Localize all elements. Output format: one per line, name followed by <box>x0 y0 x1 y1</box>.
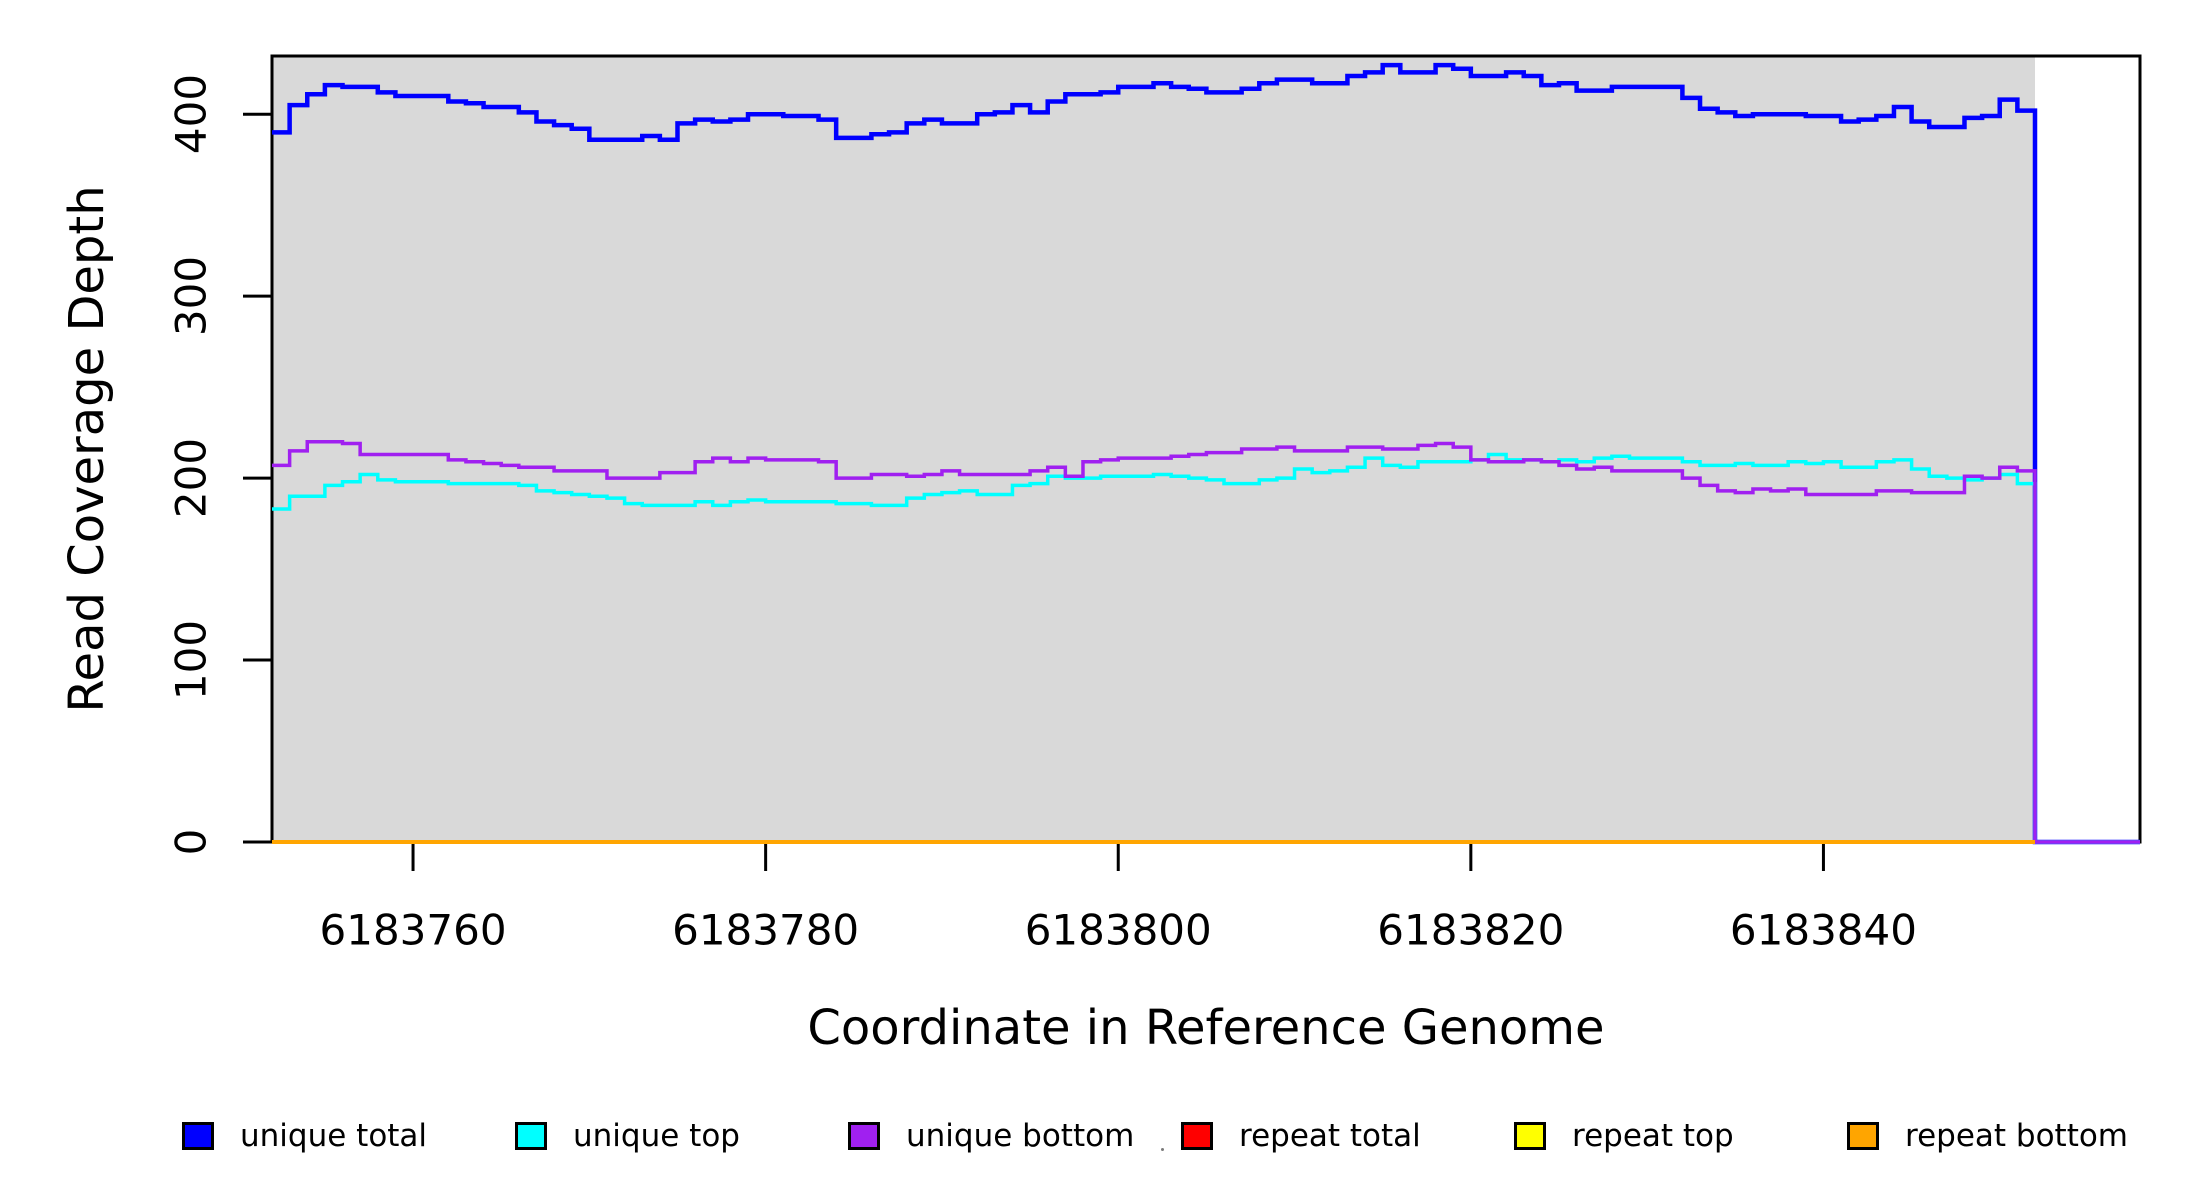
legend-swatch-unique-total <box>182 1122 214 1150</box>
x-tick-label: 6183840 <box>1729 905 1917 955</box>
x-tick-label: 6183780 <box>672 905 860 955</box>
legend-swatch-repeat-top <box>1514 1122 1546 1150</box>
legend-swatch-unique-top <box>515 1122 547 1150</box>
y-tick-label: 0 <box>166 828 216 856</box>
plot-panel <box>272 56 2035 842</box>
y-tick-label: 100 <box>166 619 216 701</box>
legend-swatch-unique-bottom <box>848 1122 880 1150</box>
legend-item-unique-bottom: unique bottom <box>848 1118 1134 1154</box>
stray-dot-artifact <box>1161 1148 1164 1151</box>
y-tick-label: 200 <box>166 438 216 519</box>
y-tick-label: 300 <box>166 256 216 337</box>
x-axis-title: Coordinate in Reference Genome <box>807 1000 1605 1056</box>
legend-label: unique total <box>240 1118 428 1154</box>
legend-item-repeat-top: repeat top <box>1514 1118 1734 1154</box>
legend-item-unique-total: unique total <box>182 1118 427 1154</box>
x-tick-label: 6183760 <box>319 905 507 955</box>
legend-label: repeat top <box>1572 1118 1734 1154</box>
legend-swatch-repeat-total <box>1181 1122 1213 1150</box>
legend-label: repeat total <box>1239 1118 1421 1154</box>
y-axis-title: Read Coverage Depth <box>59 185 115 713</box>
legend-label: repeat bottom <box>1905 1118 2129 1154</box>
x-tick-label: 6183820 <box>1377 905 1565 955</box>
y-tick-label: 400 <box>166 74 216 155</box>
series-unique-top <box>272 452 2140 844</box>
series-unique-bottom <box>272 439 2140 844</box>
series-unique-total <box>272 62 2140 845</box>
x-tick-label: 6183800 <box>1024 905 1212 955</box>
legend-item-repeat-total: repeat total <box>1181 1118 1421 1154</box>
legend-label: unique top <box>573 1118 740 1154</box>
legend-item-unique-top: unique top <box>515 1118 740 1154</box>
legend-item-repeat-bottom: repeat bottom <box>1847 1118 2128 1154</box>
legend-label: unique bottom <box>906 1118 1135 1154</box>
legend-swatch-repeat-bottom <box>1847 1122 1879 1150</box>
